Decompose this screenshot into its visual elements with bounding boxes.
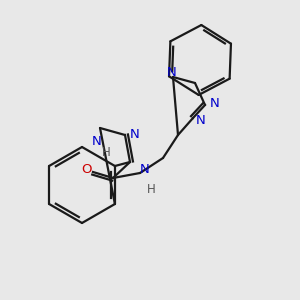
Text: N: N [210, 97, 220, 110]
Text: N: N [92, 135, 102, 148]
Text: H: H [147, 183, 156, 196]
Text: O: O [81, 163, 92, 176]
Text: N: N [196, 115, 206, 128]
Text: N: N [130, 128, 140, 142]
Text: H: H [102, 146, 111, 159]
Text: N: N [140, 163, 149, 176]
Text: N: N [167, 66, 176, 79]
